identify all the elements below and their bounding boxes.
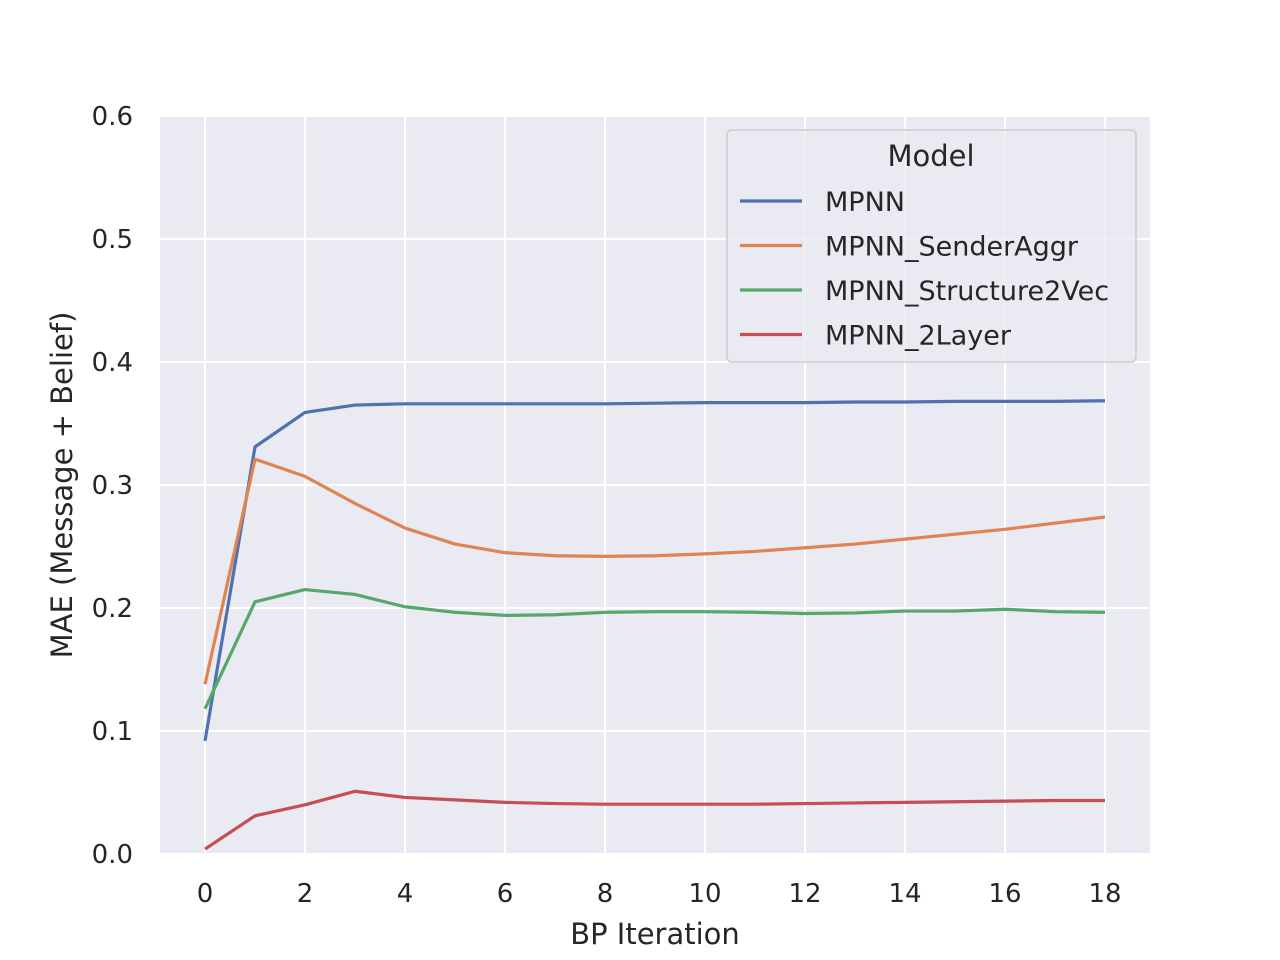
- series-MPNN_SenderAggr: [203, 457, 1106, 685]
- y-axis-ticks: 0.0 0.1 0.2 0.3 0.4 0.5 0.6: [92, 102, 133, 870]
- series-MPNN: [203, 399, 1106, 742]
- series-line: [203, 587, 1106, 710]
- legend-title: Model: [887, 139, 974, 173]
- legend-label: MPNN_2Layer: [825, 321, 1012, 352]
- y-tick-label: 0.2: [92, 594, 133, 624]
- legend-label: MPNN: [825, 187, 905, 218]
- x-tick-label: 10: [688, 879, 721, 909]
- y-tick-label: 0.0: [92, 840, 133, 870]
- legend: Model MPNN MPNN_SenderAggr MPNN_Structure2…: [726, 129, 1137, 363]
- series-MPNN_Structure2Vec: [203, 587, 1106, 710]
- x-axis-label: BP Iteration: [570, 917, 740, 951]
- x-tick-label: 6: [497, 879, 514, 909]
- legend-item: MPNN_SenderAggr: [740, 232, 1079, 263]
- x-tick-label: 4: [397, 879, 414, 909]
- x-tick-label: 2: [297, 879, 314, 909]
- x-tick-label: 18: [1088, 879, 1121, 909]
- y-tick-label: 0.5: [92, 225, 133, 255]
- legend-label: MPNN_Structure2Vec: [825, 276, 1109, 307]
- series-line: [203, 457, 1106, 685]
- legend-item: MPNN: [740, 187, 905, 218]
- legend-item: MPNN_Structure2Vec: [740, 276, 1109, 307]
- x-tick-label: 14: [888, 879, 921, 909]
- y-tick-label: 0.1: [92, 717, 133, 747]
- x-tick-label: 16: [988, 879, 1021, 909]
- y-tick-label: 0.3: [92, 471, 133, 501]
- legend-item: MPNN_2Layer: [740, 321, 1012, 352]
- x-axis-ticks: 0 2 4 6 8 10 12 14 16 18: [197, 879, 1122, 909]
- legend-items: MPNN MPNN_SenderAggr MPNN_Structure2Vec MPN…: [740, 187, 1109, 352]
- series-MPNN_2Layer: [204, 789, 1105, 851]
- y-tick-label: 0.6: [92, 102, 133, 132]
- legend-box: [726, 129, 1137, 363]
- series-line: [203, 399, 1106, 742]
- data-series: [203, 399, 1106, 851]
- y-axis-label: MAE (Message + Belief): [45, 312, 79, 659]
- legend-label: MPNN_SenderAggr: [825, 232, 1079, 263]
- x-tick-label: 12: [788, 879, 821, 909]
- y-tick-label: 0.4: [92, 348, 133, 378]
- x-tick-label: 0: [197, 879, 214, 909]
- series-line: [204, 789, 1105, 851]
- x-tick-label: 8: [597, 879, 614, 909]
